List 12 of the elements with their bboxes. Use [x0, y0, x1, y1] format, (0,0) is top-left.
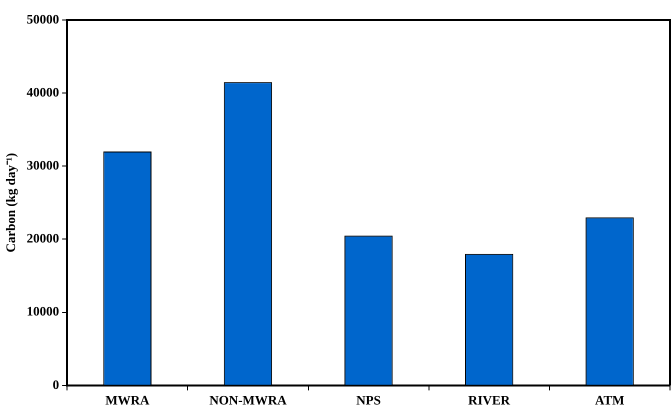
x-tick-label: NPS: [356, 392, 381, 408]
y-tick-label: 10000: [26, 304, 60, 319]
y-tick-label: 20000: [26, 230, 60, 246]
x-tick-label: NON-MWRA: [209, 392, 288, 408]
x-tick-label: RIVER: [468, 392, 511, 408]
y-tick-label: 50000: [26, 11, 60, 26]
y-tick-label: 0: [52, 376, 60, 392]
y-axis-title: Carbon (kg day⁻¹): [3, 152, 18, 253]
y-tick-label: 40000: [26, 84, 60, 100]
x-tick-label: MWRA: [105, 392, 150, 408]
x-tick-label: ATM: [595, 392, 624, 408]
y-tick-label: 30000: [26, 158, 60, 173]
